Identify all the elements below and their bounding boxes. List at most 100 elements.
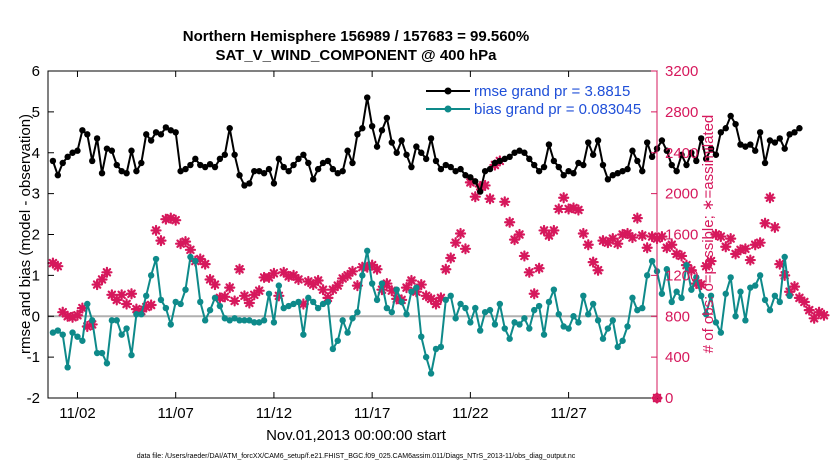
obs-marker-stroke [156,236,166,245]
bias-point [447,292,454,300]
bias-point [437,343,445,351]
obs-marker-stroke [520,251,529,261]
bias-point [511,319,518,326]
obs-marker [116,289,128,301]
bias-point [776,298,783,306]
obs-marker-stroke [471,192,480,201]
bias-point [147,272,155,279]
obs-marker [612,238,624,250]
obs-marker [508,234,521,246]
bias-point [236,317,243,324]
rmse-point [422,155,430,163]
x-tick-label: 11/17 [354,405,390,422]
bias-point [761,296,769,304]
bias-point [668,298,675,306]
rmse-point [766,137,774,144]
bias-point [599,335,607,342]
rmse-point [698,135,705,142]
rmse-point [418,149,425,156]
obs-marker-stroke [294,275,303,284]
rmse-point [756,129,764,136]
rmse-point [688,149,695,156]
x-axis-label: Nov.01,2013 00:00:00 start [266,427,447,444]
obs-marker-stroke [48,258,58,268]
rmse-point [383,114,391,122]
obs-marker [268,267,280,279]
bias-point [560,323,567,330]
bias-point [712,319,720,326]
bias-point [280,304,287,312]
bias-point [432,345,440,353]
bias-point [231,315,238,322]
obs-marker [125,288,138,300]
bias-point [251,319,258,326]
obs-marker [764,192,776,204]
rmse-point [506,153,513,161]
legend-bias-marker [444,105,452,113]
bias-point [727,274,734,281]
bias-point [722,290,729,297]
rmse-point [354,131,361,138]
obs-marker [700,260,712,272]
rmse-point [526,155,533,163]
bias-point [211,294,219,302]
bias-point [167,321,174,328]
obs-marker-stroke [73,310,82,320]
obs-marker-stroke [746,255,755,265]
rmse-point [609,172,616,179]
obs-marker-stroke [245,298,254,308]
rmse-point [589,151,597,158]
obs-marker [533,262,545,274]
rmse-point [732,120,739,128]
rmse-point [634,157,641,165]
obs-marker-stroke [539,226,549,235]
obs-marker [587,256,599,268]
bias-point [678,294,685,302]
obs-marker-stroke [480,181,490,190]
obs-marker-stroke [210,280,220,289]
bias-point [580,292,587,300]
bias-point [457,300,464,308]
y-left-axis-ticks: -2 -1 0 1 2 3 4 5 6 [27,63,54,407]
obs-marker [666,239,678,251]
rmse-point [722,125,729,132]
obs-marker [405,274,418,287]
rmse-point [231,151,238,158]
obs-marker [209,278,221,291]
obs-marker-stroke [721,242,731,252]
rmse-point [707,145,715,152]
obs-marker [818,309,830,321]
bias-point [49,329,57,336]
obs-marker-stroke [254,286,264,295]
bias-series [49,247,793,377]
obs-marker [71,309,84,321]
bias-point [555,311,562,318]
y-right-tick-label: 1200 [665,267,698,284]
bias-point [290,300,297,308]
obs-marker [798,296,810,308]
rmse-point [393,149,400,156]
bias-point [393,286,400,293]
bias-point [427,370,435,377]
rmse-point [501,155,508,163]
obs-marker-stroke [628,233,637,242]
obs-marker-stroke [181,237,190,246]
rmse-point [403,151,410,158]
rmse-point [693,157,700,165]
bias-point [255,319,263,326]
rmse-point [481,167,489,175]
rmse-point [398,137,405,144]
bias-point [531,306,538,314]
rmse-point [408,163,415,171]
bias-point [535,302,543,310]
rmse-point [476,188,484,195]
rmse-point [580,161,587,169]
obs-marker-stroke [579,229,588,238]
obs-marker-stroke [515,230,524,239]
rmse-point [752,147,759,154]
obs-marker-stroke [230,296,239,306]
bias-point [575,319,582,326]
obs-marker-stroke [318,285,328,294]
rmse-point [624,165,631,173]
bias-point [295,298,302,306]
